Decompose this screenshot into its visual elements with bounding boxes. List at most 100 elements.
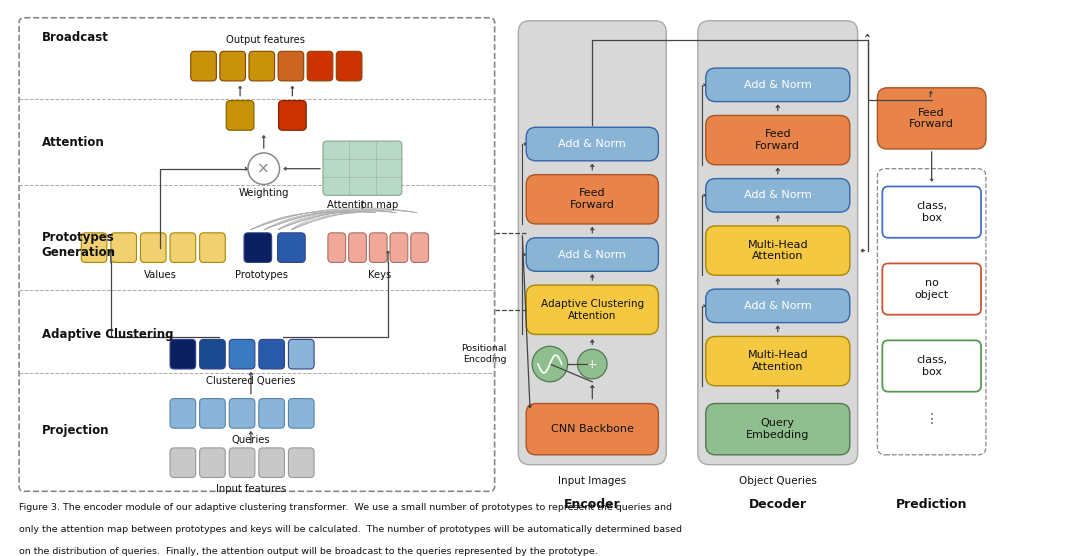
FancyBboxPatch shape <box>882 264 981 315</box>
FancyBboxPatch shape <box>81 233 107 262</box>
Text: Weighting: Weighting <box>239 188 289 198</box>
Text: Add & Norm: Add & Norm <box>558 250 626 260</box>
FancyBboxPatch shape <box>259 339 284 369</box>
Text: Figure 3. The encoder module of our adaptive clustering transformer.  We use a s: Figure 3. The encoder module of our adap… <box>19 503 672 512</box>
FancyBboxPatch shape <box>249 51 274 81</box>
Text: Multi-Head
Attention: Multi-Head Attention <box>747 350 808 372</box>
FancyBboxPatch shape <box>518 21 666 465</box>
Text: Broadcast: Broadcast <box>42 31 109 44</box>
Text: class,
box: class, box <box>916 201 947 223</box>
FancyBboxPatch shape <box>526 285 659 335</box>
FancyBboxPatch shape <box>170 339 195 369</box>
Text: Feed
Forward: Feed Forward <box>909 108 954 129</box>
Circle shape <box>578 349 607 379</box>
Circle shape <box>248 153 280 185</box>
Text: Decoder: Decoder <box>748 498 807 510</box>
FancyBboxPatch shape <box>410 233 429 262</box>
FancyBboxPatch shape <box>705 336 850 386</box>
Text: Feed
Forward: Feed Forward <box>570 188 615 210</box>
FancyBboxPatch shape <box>191 51 216 81</box>
Text: Output features: Output features <box>226 36 306 46</box>
FancyBboxPatch shape <box>526 127 659 161</box>
Text: Adaptive Clustering: Adaptive Clustering <box>42 328 173 341</box>
Text: Add & Norm: Add & Norm <box>744 301 812 311</box>
FancyBboxPatch shape <box>278 51 303 81</box>
Text: Object Queries: Object Queries <box>739 476 816 486</box>
FancyBboxPatch shape <box>526 238 659 271</box>
FancyBboxPatch shape <box>877 168 986 455</box>
FancyBboxPatch shape <box>705 226 850 275</box>
FancyBboxPatch shape <box>698 21 858 465</box>
FancyBboxPatch shape <box>328 233 346 262</box>
Text: ×: × <box>257 161 270 176</box>
FancyBboxPatch shape <box>323 141 402 195</box>
Text: no
object: no object <box>915 278 949 300</box>
Text: Attention: Attention <box>42 136 105 148</box>
FancyBboxPatch shape <box>170 448 195 478</box>
Text: Clustered Queries: Clustered Queries <box>206 376 296 386</box>
Text: Add & Norm: Add & Norm <box>744 80 812 90</box>
FancyBboxPatch shape <box>244 233 272 262</box>
FancyBboxPatch shape <box>19 18 495 492</box>
FancyBboxPatch shape <box>526 404 659 455</box>
FancyBboxPatch shape <box>229 399 255 428</box>
Text: Feed
Forward: Feed Forward <box>755 130 800 151</box>
FancyBboxPatch shape <box>170 399 195 428</box>
FancyBboxPatch shape <box>349 233 366 262</box>
Text: Add & Norm: Add & Norm <box>558 139 626 149</box>
Text: Prototypes
Generation: Prototypes Generation <box>42 231 116 259</box>
FancyBboxPatch shape <box>229 448 255 478</box>
FancyBboxPatch shape <box>882 186 981 238</box>
FancyBboxPatch shape <box>200 339 226 369</box>
FancyBboxPatch shape <box>200 233 226 262</box>
FancyBboxPatch shape <box>220 51 245 81</box>
Circle shape <box>532 346 568 382</box>
FancyBboxPatch shape <box>140 233 166 262</box>
FancyBboxPatch shape <box>111 233 136 262</box>
FancyBboxPatch shape <box>259 448 284 478</box>
Text: Values: Values <box>144 270 177 280</box>
Text: CNN Backbone: CNN Backbone <box>551 424 634 434</box>
FancyBboxPatch shape <box>336 51 362 81</box>
Text: Adaptive Clustering
Attention: Adaptive Clustering Attention <box>541 299 644 321</box>
FancyBboxPatch shape <box>227 101 254 130</box>
Text: Input features: Input features <box>216 484 286 494</box>
Text: Attention map: Attention map <box>327 200 399 210</box>
FancyBboxPatch shape <box>390 233 408 262</box>
FancyBboxPatch shape <box>705 68 850 102</box>
FancyBboxPatch shape <box>705 178 850 212</box>
FancyBboxPatch shape <box>882 340 981 391</box>
Text: Prototypes: Prototypes <box>235 270 288 280</box>
Text: Prediction: Prediction <box>896 498 968 510</box>
FancyBboxPatch shape <box>705 116 850 165</box>
FancyBboxPatch shape <box>278 233 306 262</box>
FancyBboxPatch shape <box>705 289 850 322</box>
Text: +: + <box>586 358 597 370</box>
FancyBboxPatch shape <box>705 404 850 455</box>
Text: Encoder: Encoder <box>564 498 621 510</box>
Text: Query
Embedding: Query Embedding <box>746 418 809 440</box>
FancyBboxPatch shape <box>279 101 306 130</box>
FancyBboxPatch shape <box>288 448 314 478</box>
FancyBboxPatch shape <box>369 233 387 262</box>
FancyBboxPatch shape <box>288 399 314 428</box>
FancyBboxPatch shape <box>526 175 659 224</box>
Text: Multi-Head
Attention: Multi-Head Attention <box>747 240 808 261</box>
Text: Add & Norm: Add & Norm <box>744 190 812 200</box>
Text: class,
box: class, box <box>916 355 947 377</box>
Text: Keys: Keys <box>367 270 391 280</box>
FancyBboxPatch shape <box>200 399 226 428</box>
Text: Queries: Queries <box>231 435 270 445</box>
FancyBboxPatch shape <box>259 399 284 428</box>
FancyBboxPatch shape <box>229 339 255 369</box>
Text: Input Images: Input Images <box>558 476 626 486</box>
Text: ⋮: ⋮ <box>924 413 939 426</box>
FancyBboxPatch shape <box>200 448 226 478</box>
Text: Positional
Encoding: Positional Encoding <box>461 345 507 364</box>
FancyBboxPatch shape <box>170 233 195 262</box>
FancyBboxPatch shape <box>288 339 314 369</box>
Text: on the distribution of queries.  Finally, the attention output will be broadcast: on the distribution of queries. Finally,… <box>19 547 598 555</box>
Text: Projection: Projection <box>42 424 109 436</box>
Text: only the attention map between prototypes and keys will be calculated.  The numb: only the attention map between prototype… <box>19 525 683 534</box>
FancyBboxPatch shape <box>307 51 333 81</box>
